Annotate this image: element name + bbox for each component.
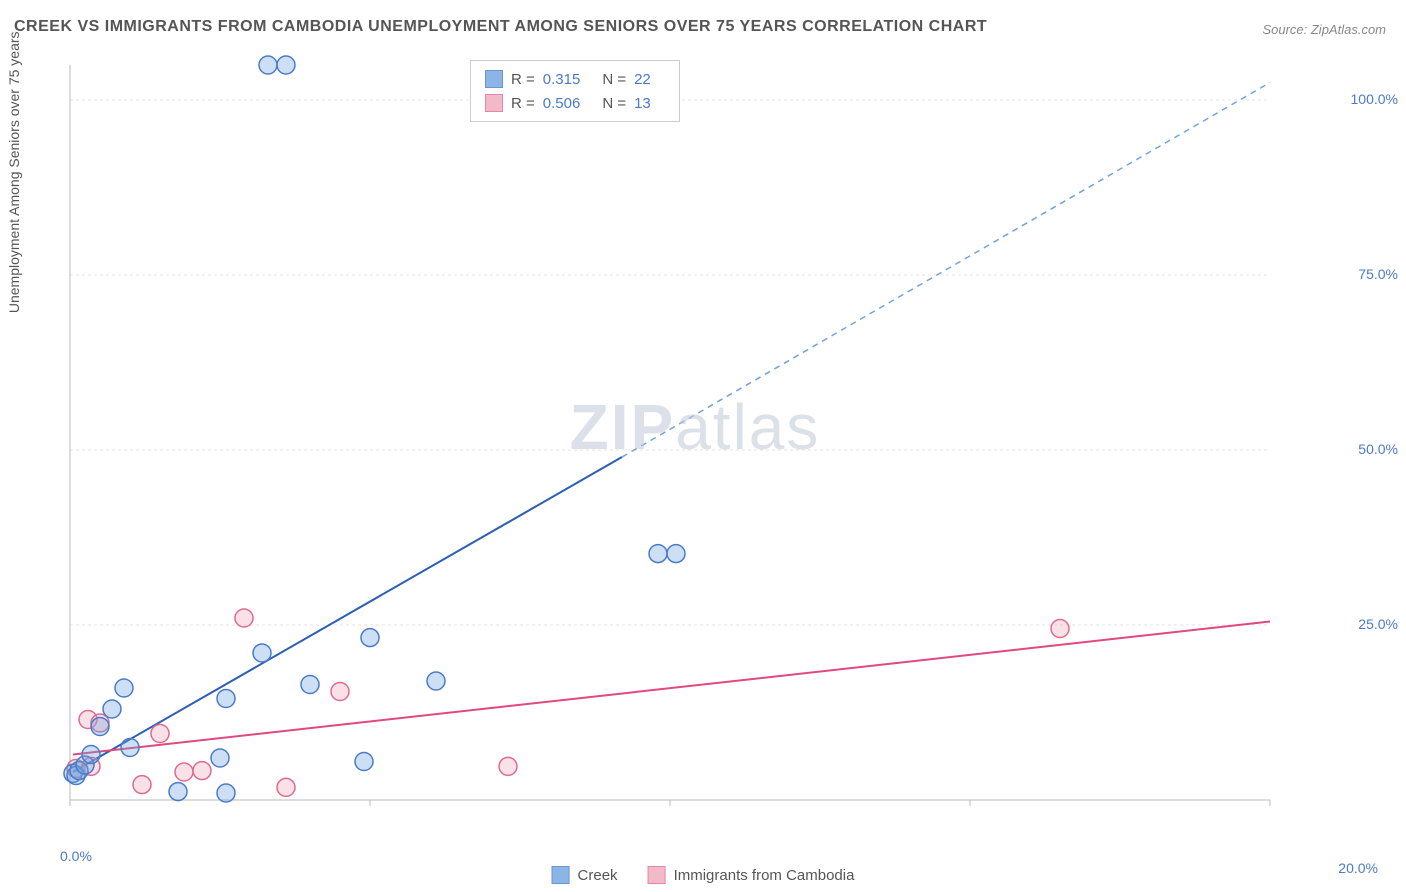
y-tick-label: 100.0% — [1351, 91, 1398, 107]
creek-r-value: 0.315 — [543, 71, 581, 88]
r-label: R = — [511, 71, 535, 88]
y-tick-label: 25.0% — [1358, 616, 1398, 632]
scatter-plot-svg — [60, 55, 1330, 830]
x-origin-label: 0.0% — [60, 848, 92, 864]
n-label: N = — [602, 95, 626, 112]
creek-n-value: 22 — [634, 71, 651, 88]
source-attribution: Source: ZipAtlas.com — [1262, 22, 1386, 37]
cambodia-n-value: 13 — [634, 95, 651, 112]
cambodia-r-value: 0.506 — [543, 95, 581, 112]
n-label: N = — [602, 71, 626, 88]
cambodia-label: Immigrants from Cambodia — [674, 867, 855, 884]
plot-area: ZIPatlas — [60, 55, 1330, 830]
series-legend: Creek Immigrants from Cambodia — [552, 866, 855, 884]
chart-container: CREEK VS IMMIGRANTS FROM CAMBODIA UNEMPL… — [0, 0, 1406, 892]
creek-swatch-icon — [552, 866, 570, 884]
cambodia-swatch — [485, 94, 503, 112]
correlation-row-cambodia: R = 0.506 N = 13 — [485, 91, 665, 115]
r-label: R = — [511, 95, 535, 112]
creek-swatch — [485, 70, 503, 88]
legend-item-cambodia: Immigrants from Cambodia — [648, 866, 855, 884]
correlation-legend: R = 0.315 N = 22 R = 0.506 N = 13 — [470, 60, 680, 122]
legend-item-creek: Creek — [552, 866, 618, 884]
y-axis-label: Unemployment Among Seniors over 75 years — [6, 31, 22, 313]
correlation-row-creek: R = 0.315 N = 22 — [485, 67, 665, 91]
y-tick-label: 50.0% — [1358, 441, 1398, 457]
creek-label: Creek — [578, 867, 618, 884]
y-tick-label: 75.0% — [1358, 266, 1398, 282]
chart-title: CREEK VS IMMIGRANTS FROM CAMBODIA UNEMPL… — [14, 18, 987, 36]
cambodia-swatch-icon — [648, 866, 666, 884]
x-end-label: 20.0% — [1338, 860, 1378, 876]
